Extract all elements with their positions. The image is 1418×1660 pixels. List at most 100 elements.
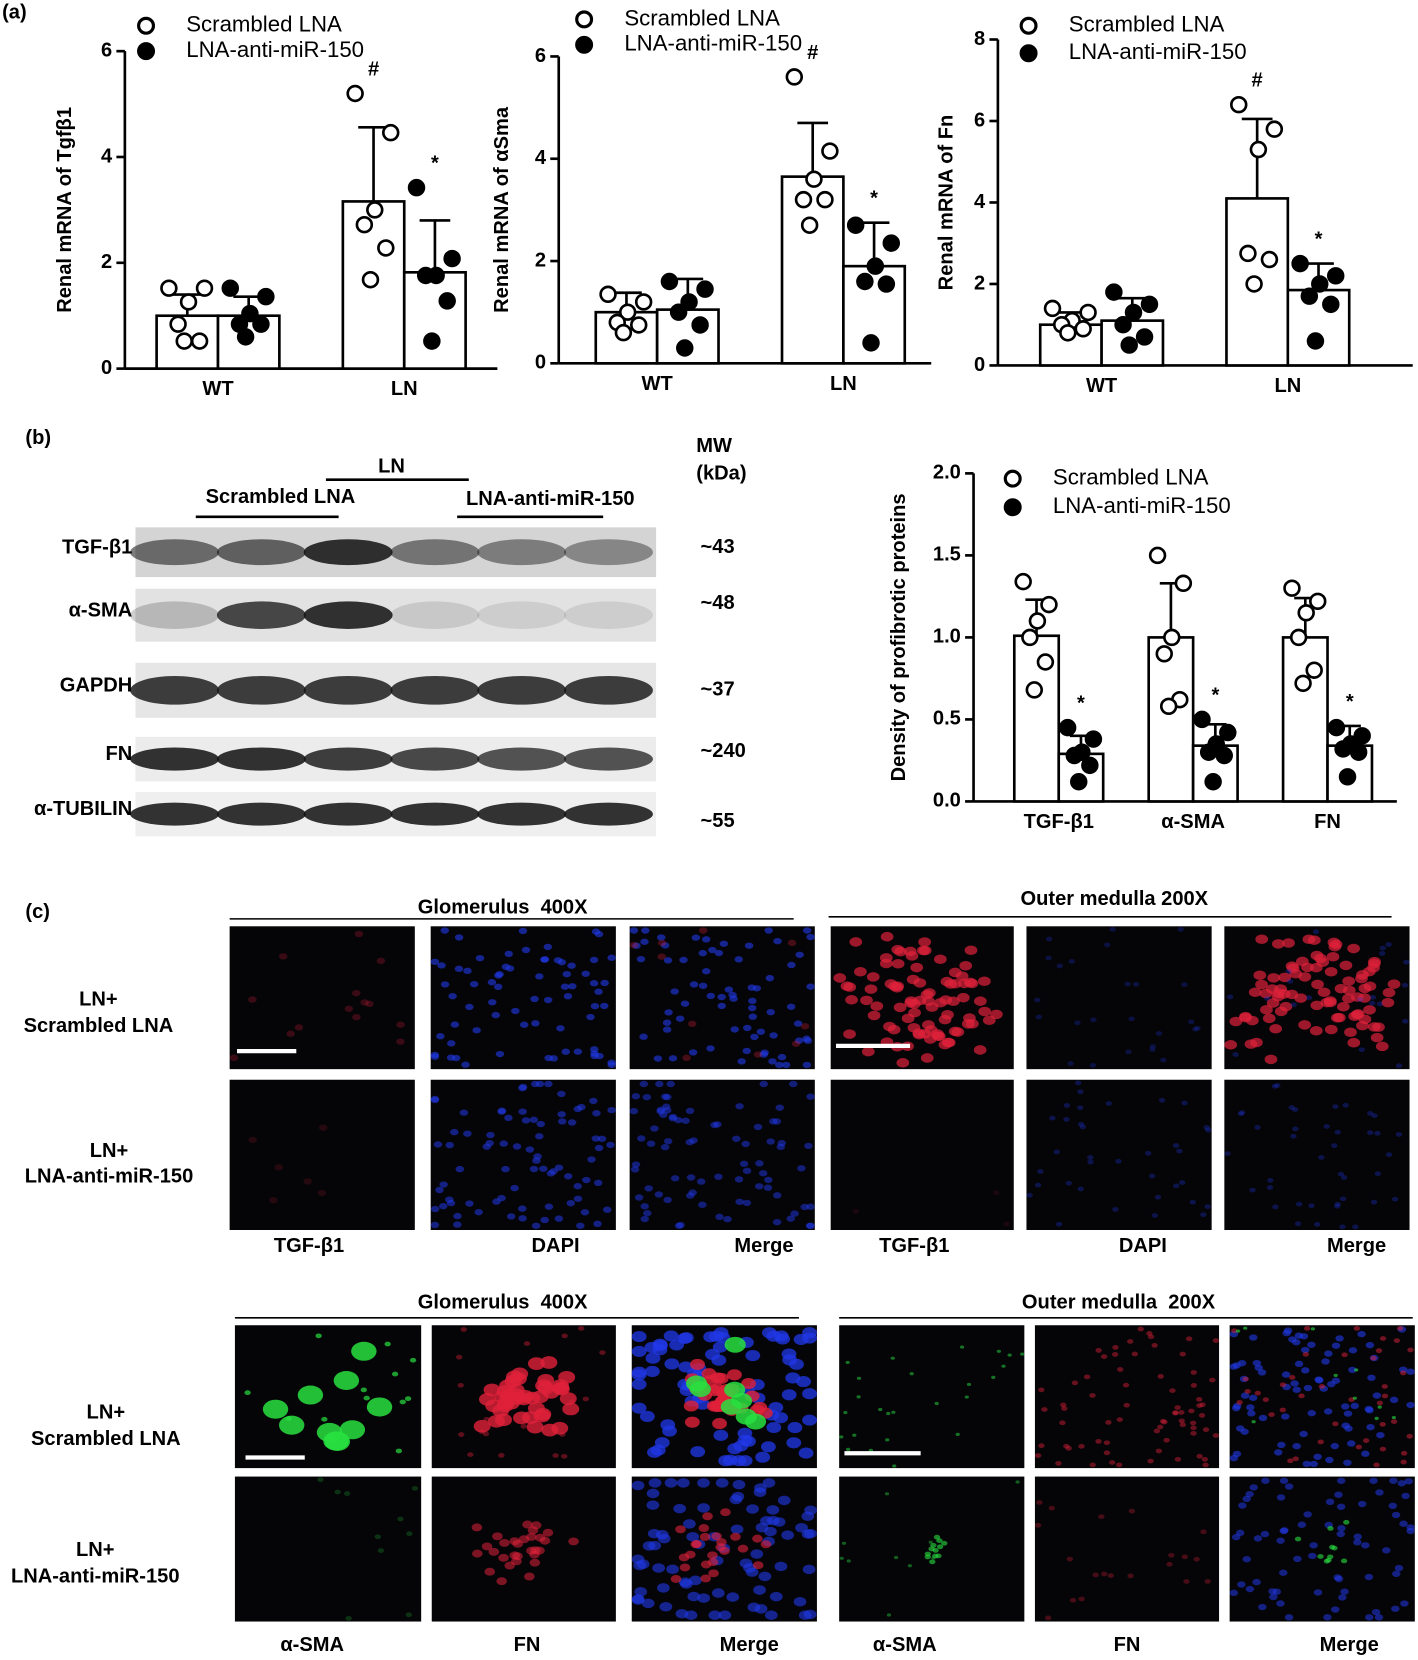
stain	[405, 1612, 413, 1618]
stain	[930, 1542, 937, 1548]
stain	[521, 946, 531, 954]
y-tick-label: 2.0	[933, 462, 961, 484]
stain	[1200, 1529, 1207, 1535]
stain	[1318, 1155, 1325, 1160]
stain	[1147, 1458, 1154, 1464]
stain	[1325, 1498, 1335, 1506]
y-tick-label: 0	[101, 357, 112, 379]
stain	[1252, 1578, 1261, 1586]
stain	[1079, 1124, 1087, 1130]
bar	[1281, 636, 1329, 803]
stain	[1303, 1511, 1312, 1518]
column-label: Merge	[1327, 1235, 1386, 1257]
stain	[706, 992, 715, 1000]
stain	[568, 983, 577, 990]
stain	[518, 1108, 527, 1115]
section-header: Outer medulla 200X	[1022, 1291, 1216, 1313]
blot-group: LN	[378, 455, 405, 477]
stain	[581, 970, 590, 977]
stain	[535, 1080, 545, 1088]
stain	[589, 980, 599, 987]
stain	[1173, 1183, 1180, 1189]
x-tick-label: FN	[1314, 811, 1341, 833]
stain	[698, 1524, 710, 1532]
stain	[1204, 1204, 1211, 1210]
stain	[1045, 936, 1053, 942]
stain	[753, 1123, 763, 1131]
micrograph	[430, 1079, 616, 1231]
stain	[352, 1013, 361, 1021]
data-point	[1326, 267, 1345, 285]
data-point	[1021, 628, 1039, 647]
stain	[978, 976, 991, 987]
stain	[923, 988, 936, 998]
stain	[1185, 1336, 1193, 1342]
stain	[436, 1033, 445, 1040]
stain	[478, 1429, 486, 1435]
data-point	[346, 84, 364, 103]
stain	[701, 1368, 717, 1380]
stain	[723, 1215, 732, 1223]
blot-mw: ~48	[701, 592, 735, 614]
stain	[1103, 1440, 1111, 1446]
stain	[1036, 1500, 1043, 1505]
stain	[793, 1596, 807, 1607]
stain	[1355, 1444, 1363, 1450]
stain	[518, 1084, 527, 1092]
stain	[1123, 1402, 1130, 1408]
blot-row-label: GAPDH	[60, 674, 133, 696]
stain	[1382, 1547, 1391, 1554]
stain	[760, 1540, 772, 1549]
stain	[748, 997, 757, 1005]
stain	[1290, 1380, 1299, 1387]
stain	[1279, 1477, 1289, 1484]
stain	[743, 1024, 752, 1032]
stain	[773, 1192, 782, 1199]
stain	[940, 976, 954, 987]
stain	[1376, 1431, 1385, 1439]
stain	[1328, 941, 1342, 952]
stain	[1312, 929, 1320, 935]
stain	[1321, 1358, 1330, 1365]
stain	[1376, 1400, 1384, 1406]
stain	[629, 1107, 639, 1115]
stain	[1203, 1125, 1210, 1130]
stain	[1279, 1569, 1288, 1576]
stain	[732, 1479, 746, 1490]
stain	[484, 1567, 496, 1576]
stain	[1335, 1335, 1344, 1342]
stain	[1240, 1392, 1250, 1399]
data-point	[660, 272, 679, 291]
stain	[715, 1213, 724, 1221]
stain	[1334, 1491, 1343, 1498]
stain	[1364, 1573, 1374, 1581]
micrograph	[1026, 1079, 1212, 1231]
stain	[1196, 1453, 1203, 1459]
stain	[1371, 1608, 1381, 1616]
data-point	[785, 68, 804, 86]
stain	[755, 1451, 771, 1463]
stain	[463, 1130, 472, 1137]
stain	[482, 1431, 490, 1437]
stain	[1071, 1380, 1079, 1386]
stain	[756, 1028, 766, 1035]
stain	[1112, 1345, 1119, 1350]
stain	[846, 1447, 851, 1451]
stain	[1087, 1159, 1094, 1165]
stain	[1370, 1032, 1384, 1043]
stain	[1169, 1388, 1176, 1394]
legend-label: Scrambled LNA	[186, 12, 342, 37]
stain	[1301, 1367, 1310, 1374]
stain	[733, 1440, 749, 1452]
stain	[472, 1549, 483, 1558]
stain	[504, 1561, 516, 1570]
stain	[450, 1128, 459, 1136]
stain	[1271, 1083, 1279, 1089]
stain	[948, 1026, 962, 1037]
stain	[1385, 1152, 1393, 1158]
stain	[1038, 1443, 1045, 1449]
stain	[1229, 1454, 1239, 1462]
stain	[753, 1585, 766, 1595]
data-point	[1245, 275, 1263, 293]
stain	[499, 1140, 508, 1147]
